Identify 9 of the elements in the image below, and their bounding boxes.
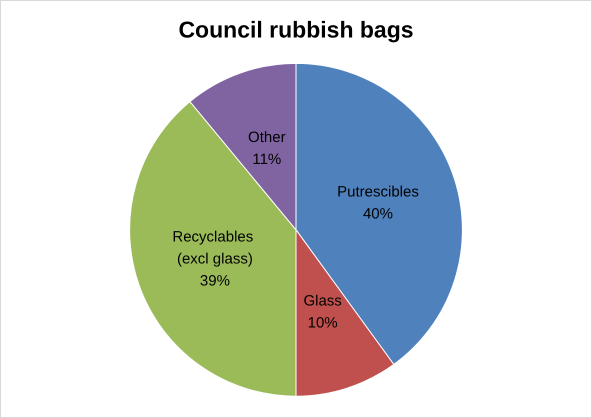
slice-label: Putrescibles [337,184,419,201]
data-label: 40% [362,206,393,223]
data-label: 39% [200,272,230,290]
chart-title: Council rubbish bags [178,16,414,42]
data-label: 10% [308,314,338,332]
slice-label: Recyclables (excl glass) [172,228,258,268]
slice-label: Other [248,129,286,146]
slice-label: Glass [303,292,342,310]
data-label: 11% [252,151,282,168]
